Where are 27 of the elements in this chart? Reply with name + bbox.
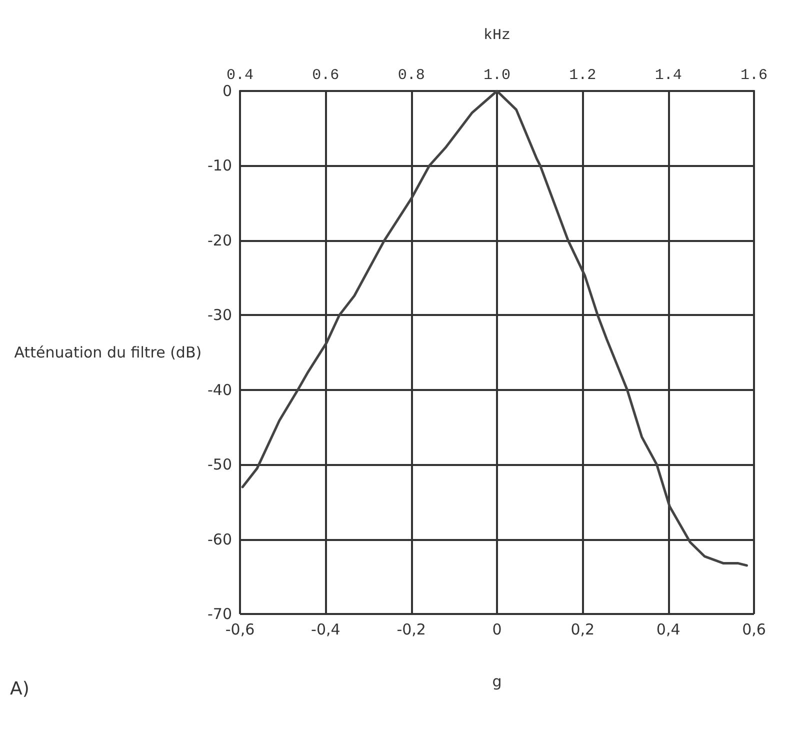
x2-tick-label: 1.2 [569, 67, 596, 84]
line-series [241, 90, 748, 567]
y-tick-label: -70 [208, 605, 232, 623]
x-tick-label: 0,2 [570, 620, 595, 638]
x-tick-label: -0,2 [396, 620, 426, 638]
x2-axis-title: kHz [483, 27, 511, 44]
x2-tick-label: 0.4 [226, 67, 254, 84]
x2-tick-label: 1.0 [483, 67, 511, 84]
y-tick-label: -40 [208, 380, 232, 399]
x-tick-label: 0,6 [742, 620, 766, 638]
x2-tick-label: 0.8 [398, 67, 425, 84]
x2-tick-label: 0.6 [312, 67, 340, 84]
x-tick-label: -0,6 [225, 620, 255, 638]
x-tick-label: -0,4 [311, 620, 340, 638]
text: A) [10, 678, 30, 700]
y-tick-label: -60 [208, 530, 232, 548]
y-tick-label: -10 [208, 156, 232, 175]
x-axis-title: g [492, 672, 502, 690]
y-tick-label: -30 [208, 306, 232, 324]
x-tick-label: 0 [492, 620, 502, 638]
x2-tick-label: 1.4 [654, 67, 682, 84]
x2-tick-label: 1.6 [740, 67, 768, 84]
y-tick-label: -20 [208, 231, 232, 250]
y-axis-title: Atténuation du filtre (dB) [14, 344, 202, 362]
y-tick-label: 0 [222, 82, 232, 100]
y-tick-label: -50 [208, 456, 232, 474]
x-tick-label: 0,4 [656, 620, 680, 638]
